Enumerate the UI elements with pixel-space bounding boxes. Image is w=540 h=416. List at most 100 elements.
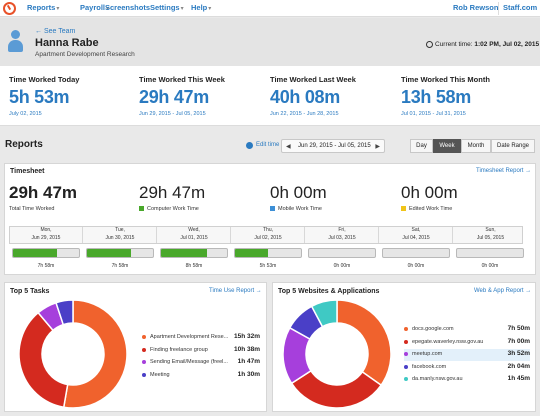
view-day-button[interactable]: Day (410, 139, 433, 153)
donut-slice[interactable] (18, 311, 69, 409)
day-date: Jul 02, 2015 (254, 234, 282, 241)
prev-range-button[interactable]: ◀ (286, 144, 291, 150)
day-name: Wed, (188, 227, 200, 233)
day-name: Sat, (411, 227, 421, 233)
legend-label: Finding freelance group (150, 346, 208, 353)
legend-dot-icon (404, 327, 408, 331)
view-month-button[interactable]: Month (461, 139, 491, 153)
date-range-picker[interactable]: ◀ Jun 29, 2015 - Jul 05, 2015 ▶ (281, 139, 385, 153)
legend-item[interactable]: facebook.com 2h 04m (404, 362, 530, 374)
legend-item[interactable]: Meeting 1h 30m (142, 370, 260, 382)
legend-label: epegate.waverley.nsw.gov.au (412, 338, 484, 345)
legend-value: 1h 47m (237, 358, 260, 365)
stat-value: 13h 58m (401, 87, 471, 107)
donut-slice[interactable] (55, 299, 74, 326)
edit-icon[interactable] (246, 142, 253, 149)
legend-label: Meeting (150, 371, 170, 378)
nav-reports[interactable]: Reports▾ (27, 3, 60, 12)
chevron-down-icon: ▾ (180, 6, 184, 12)
day-date: Jul 05, 2015 (476, 234, 505, 241)
web-app-report-link[interactable]: Web & App Report → (474, 288, 532, 294)
legend-value: 15h 32m (233, 333, 260, 340)
legend-value: 1h 45m (507, 375, 530, 382)
legend-dot-icon (142, 347, 146, 352)
legend-item[interactable]: Finding freelance group 10h 38m (142, 345, 260, 357)
stat-value: 40h 08m (270, 87, 340, 107)
day-bar-label: 0h 00m (481, 263, 499, 269)
legend-item[interactable]: meetup.com 3h 52m (404, 349, 530, 361)
edited-time-label: Edited Work Time (409, 206, 453, 212)
edited-time-swatch (401, 206, 406, 211)
day-bar[interactable] (456, 248, 524, 258)
current-time: Current time: 1:02 PM, Jul 02, 2015 (435, 41, 540, 48)
computer-time-label: Computer Work Time (147, 206, 199, 212)
time-use-report-link[interactable]: Time Use Report → (209, 288, 262, 294)
legend-item[interactable]: epegate.waverley.nsw.gov.au 7h 00m (404, 337, 530, 349)
donut-slice[interactable] (290, 369, 383, 409)
day-header: Sat, Jul 04, 2015 (380, 227, 453, 243)
clock-icon (426, 41, 433, 48)
donut-slice[interactable] (336, 299, 392, 387)
day-header: Fri, Jul 03, 2015 (306, 227, 379, 243)
day-bar[interactable] (12, 248, 80, 258)
top-nav (0, 0, 540, 17)
mobile-time-label: Mobile Work Time (278, 206, 322, 212)
stat-label: Time Worked This Week (139, 75, 225, 84)
legend-label: facebook.com (412, 363, 447, 370)
stat-range: Jul 01, 2015 - Jul 31, 2015 (401, 111, 466, 117)
nav-payroll[interactable]: Payroll▾ (80, 3, 110, 12)
legend-dot-icon (142, 335, 146, 339)
see-team-link[interactable]: ← See Team (35, 28, 76, 35)
day-bar[interactable] (308, 248, 376, 258)
stats-panel (0, 66, 540, 126)
donut-slice[interactable] (62, 299, 128, 409)
day-bar[interactable] (234, 248, 302, 258)
day-bar-fill (161, 249, 208, 257)
legend-item[interactable]: da.manly.nsw.gov.au 1h 45m (404, 374, 530, 386)
top-websites-title: Top 5 Websites & Applications (278, 288, 380, 295)
view-week-button[interactable]: Week (433, 139, 461, 153)
day-bar-label: 7h 58m (37, 263, 55, 269)
next-range-button[interactable]: ▶ (375, 144, 380, 150)
legend-dot-icon (404, 339, 408, 344)
stat-value: 29h 47m (139, 87, 209, 107)
donut-slice[interactable] (310, 299, 338, 328)
nav-screenshots[interactable]: Screenshots (105, 3, 151, 12)
legend-item[interactable]: Apartment Development Rese... 15h 32m (142, 332, 260, 344)
legend-value: 2h 04m (507, 362, 530, 370)
day-header: Thu, Jul 02, 2015 (232, 227, 305, 243)
legend-item[interactable]: Sending Email/Message (freel... 1h 47m (142, 357, 260, 369)
day-name: Mon, (40, 227, 52, 233)
legend-label: da.manly.nsw.gov.au (412, 376, 463, 382)
timesheet-report-link[interactable]: Timesheet Report → (476, 168, 532, 174)
computer-time-swatch (139, 206, 144, 211)
reports-title: Reports (5, 139, 43, 150)
timesheet-panel (4, 163, 536, 275)
day-bar[interactable] (382, 248, 450, 258)
top-tasks-title: Top 5 Tasks (10, 288, 50, 295)
stat-label: Time Worked Last Week (270, 75, 356, 84)
day-name: Thu, (262, 227, 273, 233)
day-date: Jul 04, 2015 (402, 234, 430, 241)
timesheet-title: Timesheet (10, 168, 45, 175)
legend-value: 10h 38m (233, 345, 260, 353)
computer-time-value: 29h 47m (139, 183, 206, 202)
day-header-strip (9, 226, 523, 244)
app-logo-icon[interactable] (3, 2, 16, 15)
stat-value: 5h 53m (9, 87, 70, 107)
day-bar[interactable] (86, 248, 154, 258)
legend-value: 3h 52m (507, 350, 530, 357)
nav-user[interactable]: Rob Rewson (453, 3, 499, 12)
edit-time-link[interactable]: Edit time (256, 142, 280, 148)
stat-range: July 02, 2015 (9, 111, 42, 117)
nav-settings[interactable]: Settings▾ (150, 3, 184, 12)
view-date-range-button[interactable]: Date Range (491, 139, 535, 153)
nav-help[interactable]: Help▾ (191, 3, 212, 12)
day-bar-label: 5h 53m (259, 263, 277, 269)
day-bar[interactable] (160, 248, 228, 258)
day-date: Jun 29, 2015 (31, 234, 61, 241)
legend-item[interactable]: docs.google.com 7h 50m (404, 324, 530, 336)
edited-time-value: 0h 00m (401, 183, 458, 202)
total-time-label: Total Time Worked (9, 206, 55, 212)
nav-site[interactable]: Staff.com (503, 3, 538, 12)
